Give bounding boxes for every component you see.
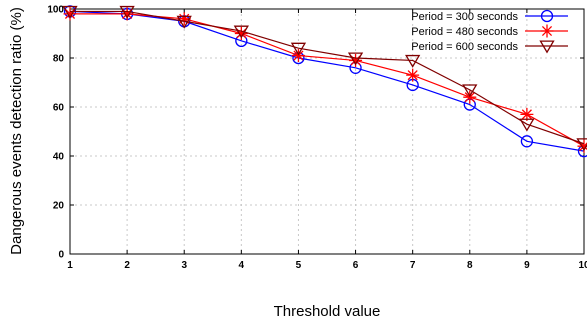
- data-point: [233, 25, 249, 39]
- x-tick-label: 5: [296, 260, 302, 271]
- legend-label: Period = 600 seconds: [411, 41, 518, 53]
- data-point: [576, 138, 587, 152]
- data-point: [290, 42, 307, 56]
- x-tick-label: 3: [181, 260, 187, 271]
- data-point: [347, 52, 364, 66]
- y-axis-label: Dangerous events detection ratio (%): [8, 7, 25, 255]
- data-point: [462, 84, 478, 98]
- data-point: [120, 7, 134, 21]
- y-tick-label: 60: [53, 103, 65, 114]
- plot-frame: [69, 8, 585, 255]
- legend-item: Period = 480 seconds: [411, 24, 568, 38]
- data-point: [520, 107, 534, 121]
- legend-marker: [540, 24, 554, 38]
- data-point: [119, 5, 135, 19]
- y-tick-label: 40: [53, 152, 65, 163]
- x-tick-label: 7: [410, 260, 416, 271]
- y-tick-label: 0: [58, 250, 64, 261]
- x-tick-label: 2: [124, 260, 130, 271]
- x-tick-label: 9: [524, 260, 530, 271]
- data-point: [405, 54, 421, 68]
- legend-marker: [540, 9, 554, 23]
- legend-marker: [539, 40, 555, 54]
- series-3: [62, 5, 587, 152]
- data-point: [177, 12, 191, 26]
- series-group: [62, 5, 587, 158]
- x-tick-label: 8: [467, 260, 473, 271]
- series-line: [70, 10, 585, 145]
- x-tick-label: 10: [578, 260, 587, 271]
- data-point: [406, 68, 420, 82]
- legend-item: Period = 600 seconds: [411, 40, 568, 54]
- data-point: [349, 53, 363, 67]
- y-tick-label: 100: [47, 5, 64, 16]
- data-point: [62, 5, 78, 19]
- legend-label: Period = 300 seconds: [411, 11, 518, 23]
- legend-label: Period = 480 seconds: [411, 26, 518, 38]
- data-point: [519, 118, 535, 132]
- x-axis-label: Threshold value: [274, 303, 381, 320]
- data-point: [63, 7, 77, 21]
- legend-item: Period = 300 seconds: [411, 9, 568, 23]
- data-point: [176, 15, 192, 29]
- series-line: [69, 10, 585, 152]
- y-tick-label: 80: [53, 54, 65, 65]
- data-point: [520, 135, 534, 148]
- x-tick-label: 4: [239, 260, 245, 271]
- data-point: [577, 139, 587, 153]
- y-tick-label: 20: [53, 201, 65, 212]
- x-tick-label: 6: [353, 260, 359, 271]
- x-tick-label: 1: [67, 260, 73, 271]
- data-point: [234, 27, 248, 40]
- legend: Period = 300 seconds Period = 480 seconds…: [411, 9, 568, 54]
